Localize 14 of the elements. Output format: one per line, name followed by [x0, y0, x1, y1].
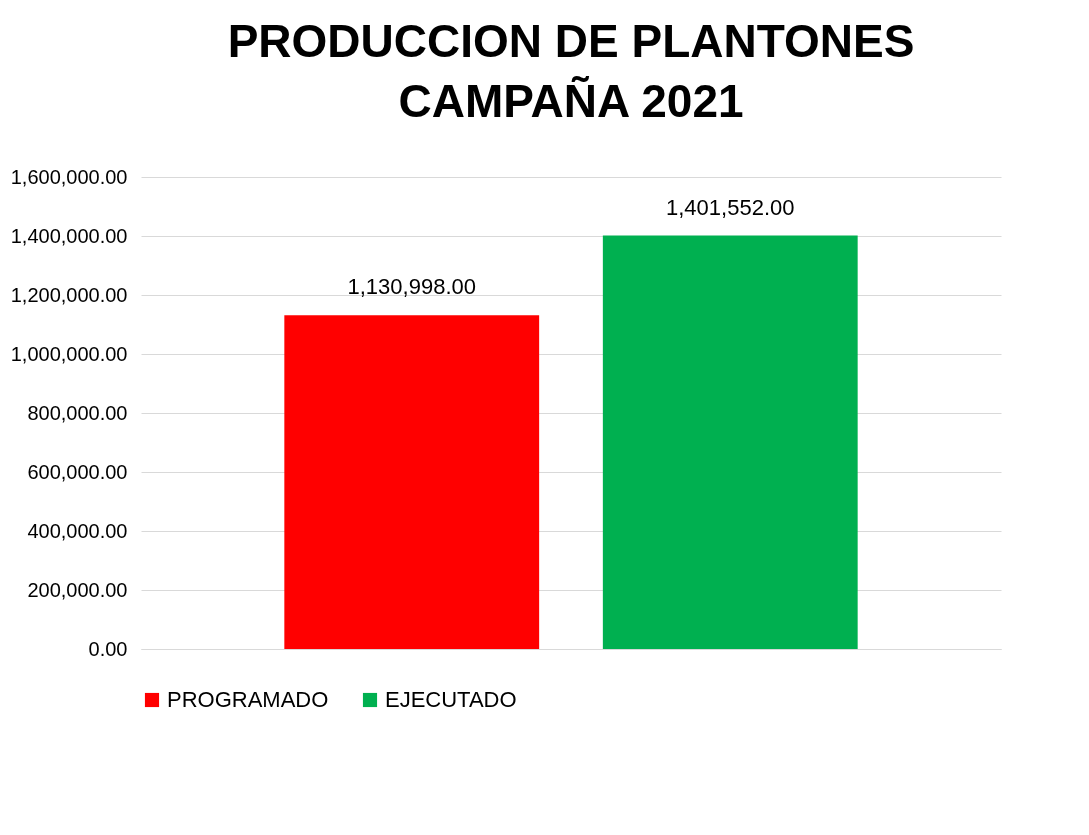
- y-tick-label: 600,000.00: [27, 460, 128, 483]
- y-tick-label: 1,600,000.00: [10, 165, 128, 188]
- y-tick-label: 200,000.00: [27, 578, 128, 601]
- data-label: 1,130,998.00: [347, 274, 476, 300]
- data-label: 1,401,552.00: [666, 194, 795, 220]
- chart-title: PRODUCCION DE PLANTONES CAMPAÑA 2021: [227, 15, 915, 127]
- y-tick-label: 1,000,000.00: [10, 342, 128, 365]
- y-tick-label: 1,400,000.00: [10, 224, 128, 247]
- legend-label: PROGRAMADO: [167, 687, 329, 712]
- y-tick-label: 1,200,000.00: [10, 283, 128, 306]
- legend-label: EJECUTADO: [385, 687, 517, 712]
- y-tick-label: 0.00: [88, 637, 128, 660]
- y-tick-label: 800,000.00: [27, 401, 128, 424]
- y-tick-label: 400,000.00: [27, 519, 128, 542]
